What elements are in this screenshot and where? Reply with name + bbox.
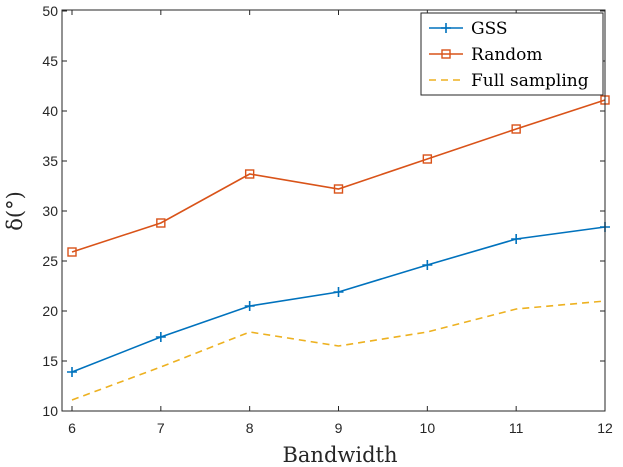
x-tick-label: 12 <box>597 420 613 436</box>
x-tick-label: 8 <box>246 420 254 436</box>
x-axis-label: Bandwidth <box>282 443 397 467</box>
y-tick-label: 10 <box>42 403 58 419</box>
y-tick-label: 20 <box>42 303 58 319</box>
legend-label: Random <box>471 45 543 65</box>
series-line-1 <box>71 99 606 253</box>
legend: GSS Random Full sampling <box>420 12 604 96</box>
y-tick-label: 40 <box>42 103 58 119</box>
series-0-point-0 <box>67 367 77 377</box>
series-line-2 <box>71 300 606 401</box>
x-tick-label: 10 <box>420 420 436 436</box>
y-tick-label: 50 <box>42 3 58 19</box>
legend-label: Full sampling <box>471 71 589 91</box>
series-0-point-4 <box>422 260 433 270</box>
legend-label: GSS <box>471 19 508 39</box>
y-tick-label: 25 <box>42 253 58 269</box>
x-tick-label: 7 <box>157 420 165 436</box>
series-0-point-5 <box>511 234 522 244</box>
legend-marker-1 <box>441 49 451 59</box>
y-tick-label: 45 <box>42 53 58 69</box>
legend-marker-0 <box>441 23 451 33</box>
series-0-point-2 <box>244 301 255 311</box>
series-0-point-3 <box>333 287 344 297</box>
series-1-point-2 <box>244 169 255 179</box>
y-tick-label: 15 <box>42 353 58 369</box>
series-0-point-1 <box>155 332 166 342</box>
series-1-point-1 <box>156 218 166 228</box>
x-tick-label: 6 <box>68 420 76 436</box>
x-tick-label: 11 <box>509 420 524 436</box>
series-1-point-4 <box>422 154 433 164</box>
axis-layer: 6 7 8 9 10 11 12 10 15 20 25 30 35 40 45 50 <box>42 3 613 436</box>
series-1-point-5 <box>511 124 521 134</box>
y-axis-label: δ(°) <box>3 191 27 231</box>
series-1-point-0 <box>67 247 77 257</box>
y-tick-label: 30 <box>42 203 58 219</box>
y-tick-label: 35 <box>42 153 58 169</box>
series-1-point-3 <box>333 184 344 194</box>
x-tick-label: 9 <box>335 420 343 436</box>
series-layer <box>67 95 610 401</box>
